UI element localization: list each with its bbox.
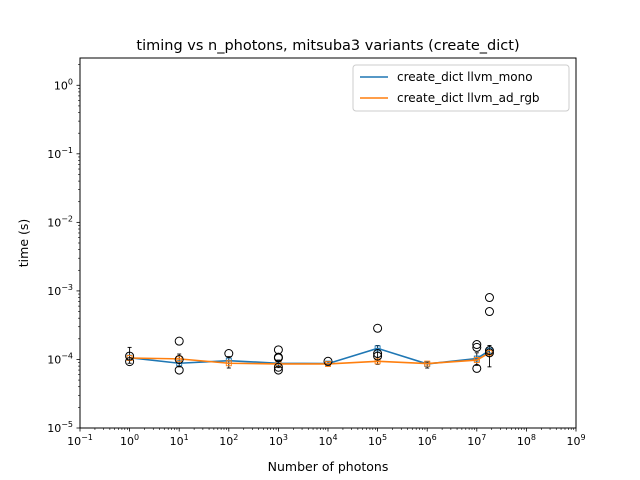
outlier-point (373, 323, 383, 333)
series-point-2 (424, 360, 431, 367)
series-line-2 (129, 352, 490, 365)
y-axis-label: time (s) (16, 219, 31, 267)
series-point-2 (473, 357, 480, 364)
outlier-point (125, 357, 135, 367)
x-tick-label: 106 (418, 433, 437, 448)
y-tick-label: 100 (54, 77, 73, 92)
x-axis-label: Number of photons (268, 459, 389, 474)
outlier-point (472, 342, 482, 352)
outlier-point (472, 363, 482, 373)
outlier-point (273, 362, 283, 372)
series-point-1 (374, 345, 381, 352)
series-point-2 (176, 355, 183, 362)
y-tick-label: 10−3 (47, 283, 73, 298)
x-axis: 10−1 100 101 102 103 104 105 106 107 108 109 (67, 428, 586, 448)
x-tick-label: 10−1 (67, 433, 93, 448)
outlier-point (125, 351, 135, 361)
x-tick-label: 107 (467, 433, 486, 448)
outlier-point (373, 349, 383, 359)
x-tick-label: 101 (170, 433, 189, 448)
outlier-point (224, 349, 234, 359)
x-tick-label: 103 (269, 433, 288, 448)
outlier-point (484, 293, 494, 303)
outlier-point (174, 336, 184, 346)
x-tick-label: 104 (318, 433, 337, 448)
y-axis: 10−5 10−4 10−3 10−2 10−1 100 (47, 64, 80, 435)
series-point-2 (486, 349, 493, 356)
series-point-2 (374, 358, 381, 365)
legend-box (352, 64, 570, 112)
outlier-point (174, 354, 184, 364)
x-tick-label: 108 (517, 433, 536, 448)
legend-label: create_dict llvm_mono (397, 70, 533, 84)
legend: create_dict llvm_mono create_dict llvm_ad… (352, 64, 570, 112)
series-point-2 (325, 360, 331, 367)
outlier-point (323, 356, 333, 366)
outlier-point (484, 307, 494, 317)
x-tick-label: 109 (566, 433, 585, 448)
y-tick-label: 10−1 (47, 146, 73, 161)
x-tick-label: 105 (368, 433, 387, 448)
outlier-point (472, 340, 482, 350)
plot-area (125, 293, 494, 375)
legend-label: create_dict llvm_ad_rgb (397, 91, 540, 105)
outlier-point (273, 353, 283, 363)
outlier-point (484, 348, 494, 358)
outlier-point (174, 365, 184, 375)
outlier-point (484, 346, 494, 356)
chart-title: timing vs n_photons, mitsuba3 variants (… (136, 38, 519, 54)
series-point-2 (225, 360, 232, 367)
y-tick-label: 10−5 (47, 420, 73, 435)
y-tick-label: 10−2 (47, 214, 73, 229)
x-tick-label: 100 (120, 433, 139, 448)
x-tick-label: 102 (219, 433, 238, 448)
y-tick-label: 10−4 (47, 351, 73, 366)
outlier-point (373, 351, 383, 361)
outlier-point (273, 365, 283, 375)
